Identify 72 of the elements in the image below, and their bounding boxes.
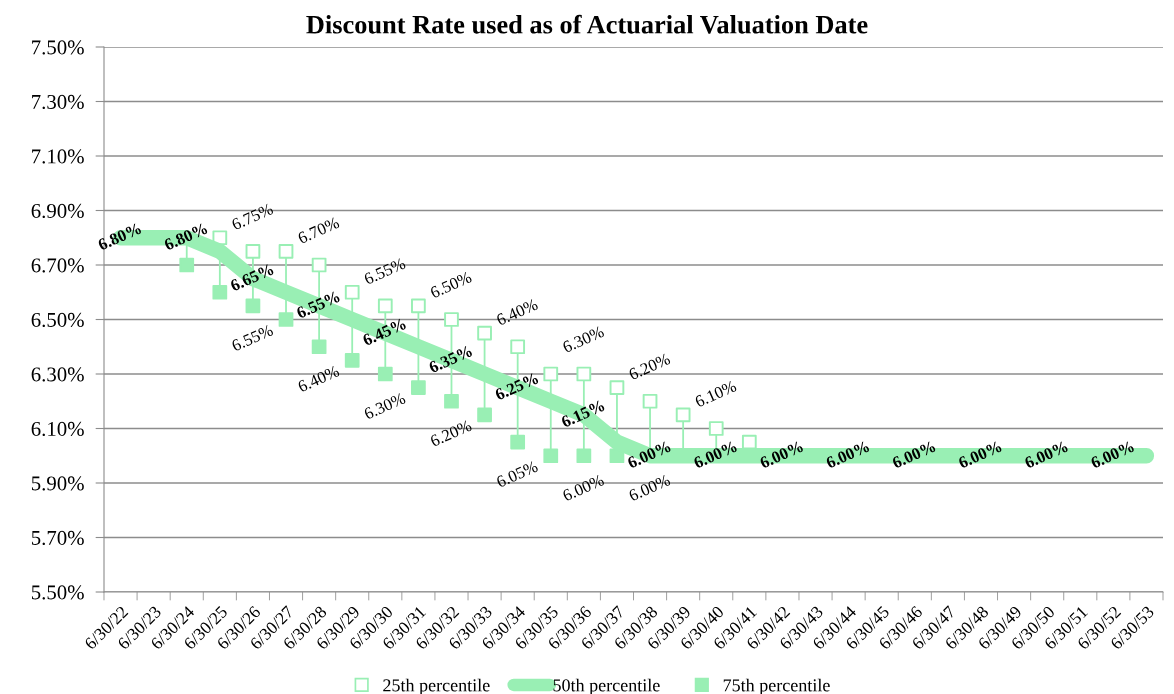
data-label: 6.80% bbox=[163, 222, 208, 251]
point bbox=[675, 407, 691, 423]
data-label: 6.40% bbox=[495, 298, 539, 326]
y-tick-label: 5.70% bbox=[31, 530, 84, 546]
point bbox=[609, 380, 625, 395]
point bbox=[576, 366, 592, 382]
y-tick-label: 7.30% bbox=[32, 94, 84, 110]
point bbox=[741, 434, 757, 450]
annotation: 6.00% bbox=[628, 474, 671, 502]
point bbox=[543, 448, 559, 464]
data-label: 6.35% bbox=[428, 345, 473, 374]
data-label: 6.30% bbox=[561, 325, 605, 354]
point bbox=[344, 353, 360, 368]
point bbox=[510, 339, 526, 355]
point bbox=[245, 244, 261, 259]
data-label: 6.55% bbox=[363, 257, 407, 285]
point bbox=[444, 393, 459, 409]
point bbox=[510, 434, 526, 450]
point bbox=[543, 366, 559, 382]
point bbox=[377, 366, 393, 382]
y-tick-label: 5.50% bbox=[31, 585, 84, 600]
data-label: 6.00% bbox=[891, 440, 937, 469]
point bbox=[444, 312, 459, 327]
point bbox=[642, 393, 658, 409]
y-tick-label: 6.70% bbox=[31, 258, 84, 273]
point bbox=[411, 380, 426, 395]
data-label: 6.05% bbox=[495, 460, 539, 488]
y-tick-label: 7.50% bbox=[32, 40, 84, 55]
data-label: 6.25% bbox=[494, 372, 539, 401]
data-label: 6.00% bbox=[561, 474, 605, 502]
data-label: 6.00% bbox=[692, 440, 738, 469]
data-label: 6.50% bbox=[429, 271, 473, 299]
data-label: 6.70% bbox=[297, 216, 340, 245]
point bbox=[245, 298, 261, 314]
point bbox=[278, 244, 294, 259]
y-tick-label: 7.10% bbox=[32, 149, 84, 164]
data-label: 6.45% bbox=[362, 317, 407, 347]
data-label: 6.75% bbox=[231, 203, 274, 231]
data-label: 6.00% bbox=[957, 440, 1003, 469]
point bbox=[411, 298, 426, 314]
y-tick-label: 5.90% bbox=[31, 476, 84, 491]
point bbox=[377, 298, 393, 314]
data-label: 6.00% bbox=[626, 440, 672, 469]
data-label: 6.55% bbox=[295, 290, 341, 319]
data-label: 6.40% bbox=[297, 365, 340, 393]
y-tick-label: 6.50% bbox=[31, 312, 84, 328]
data-label: 6.00% bbox=[1023, 440, 1069, 469]
data-label: 6.15% bbox=[560, 399, 606, 428]
data-label: 6.30% bbox=[363, 392, 407, 420]
data-label: 6.00% bbox=[825, 440, 870, 469]
point bbox=[477, 407, 492, 423]
y-tick-label: 6.30% bbox=[31, 367, 84, 382]
point bbox=[344, 284, 360, 300]
point bbox=[477, 325, 492, 341]
point bbox=[278, 312, 294, 327]
point bbox=[212, 284, 228, 300]
data-label: 6.00% bbox=[1090, 440, 1135, 469]
chart-title: Discount Rate used as of Actuarial Valuation Date bbox=[306, 14, 868, 34]
data-label: 6.20% bbox=[429, 419, 473, 447]
data-label: 6.20% bbox=[628, 352, 671, 381]
point bbox=[179, 257, 195, 273]
data-label: 6.10% bbox=[694, 380, 738, 408]
point bbox=[311, 339, 327, 355]
data-label: 6.55% bbox=[231, 324, 274, 352]
point bbox=[708, 421, 724, 436]
data-label: 6.65% bbox=[229, 263, 275, 292]
data-label: 6.80% bbox=[97, 222, 142, 251]
data-label: 6.00% bbox=[759, 440, 804, 469]
point bbox=[311, 257, 327, 273]
y-tick-label: 6.90% bbox=[31, 203, 84, 219]
point bbox=[576, 448, 592, 464]
y-tick-label: 6.10% bbox=[31, 421, 84, 437]
